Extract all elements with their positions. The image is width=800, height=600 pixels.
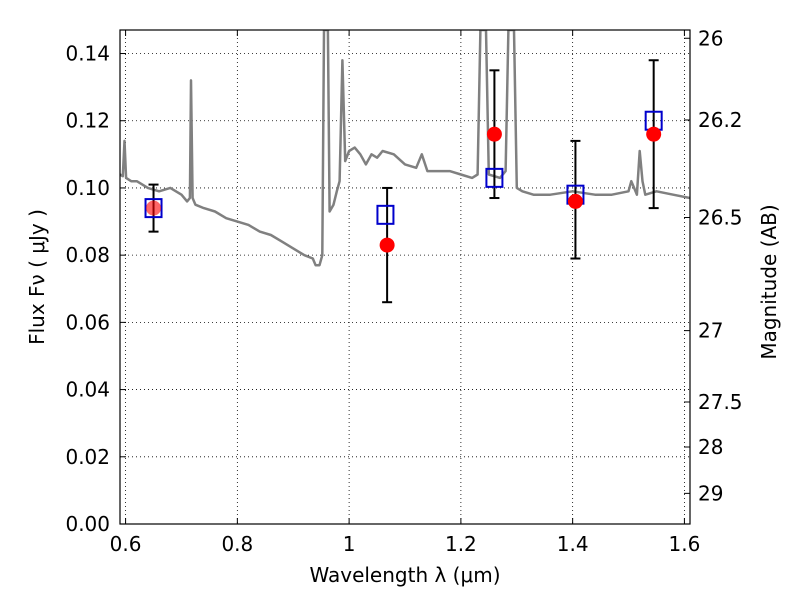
spectrum-line <box>120 30 690 267</box>
y-tick-label: 0.10 <box>65 176 110 200</box>
grid <box>120 30 690 525</box>
y-tick-label: 0.08 <box>65 243 110 267</box>
plot-frame <box>119 29 691 525</box>
model-photometry-layer <box>144 110 663 225</box>
y-tick-label: 0.02 <box>65 445 110 469</box>
observed-photometry-point <box>379 237 395 253</box>
observed-photometry-layer <box>146 126 662 253</box>
y2-tick-label: 28 <box>698 435 723 459</box>
x-tick-label: 1 <box>343 532 356 556</box>
y2-tick-label: 29 <box>698 481 723 505</box>
model-photometry-point <box>144 198 163 219</box>
x-tick-label: 1.6 <box>669 532 701 556</box>
y-tick-label: 0.14 <box>65 42 110 66</box>
y2-tick-label: 27 <box>698 319 723 343</box>
y-tick-label: 0.00 <box>65 512 110 536</box>
model-photometry-point <box>376 204 395 225</box>
errorbar-layer <box>148 59 659 304</box>
y2-tick-label: 27.5 <box>698 390 743 414</box>
observed-photometry-point <box>567 193 583 209</box>
y2-tick-label: 26.2 <box>698 108 743 132</box>
observed-photometry-point <box>486 126 502 142</box>
y2-tick-label: 26.5 <box>698 206 743 230</box>
observed-photometry-point <box>646 126 662 142</box>
y-axis-label: Flux Fν ( μJy ) <box>25 209 49 345</box>
x-tick-label: 0.8 <box>221 532 253 556</box>
y-tick-label: 0.04 <box>65 378 110 402</box>
y2-tick-label: 26 <box>698 26 723 50</box>
ticks-layer: 0.6 0.8 1 1.2 1.4 1.6 0.00 0.02 0.04 0.06 0.08 0.10… <box>65 26 742 556</box>
y-tick-label: 0.12 <box>65 109 110 133</box>
x-axis-label: Wavelength λ (μm) <box>309 563 500 587</box>
x-tick-label: 0.6 <box>110 532 142 556</box>
x-tick-label: 1.4 <box>557 532 589 556</box>
spectrum-layer <box>120 30 690 267</box>
y-tick-label: 0.06 <box>65 310 110 334</box>
y2-axis-label: Magnitude (AB) <box>757 204 781 359</box>
model-photometry-point <box>485 167 504 188</box>
x-tick-label: 1.2 <box>445 532 477 556</box>
observed-photometry-point <box>146 200 162 216</box>
